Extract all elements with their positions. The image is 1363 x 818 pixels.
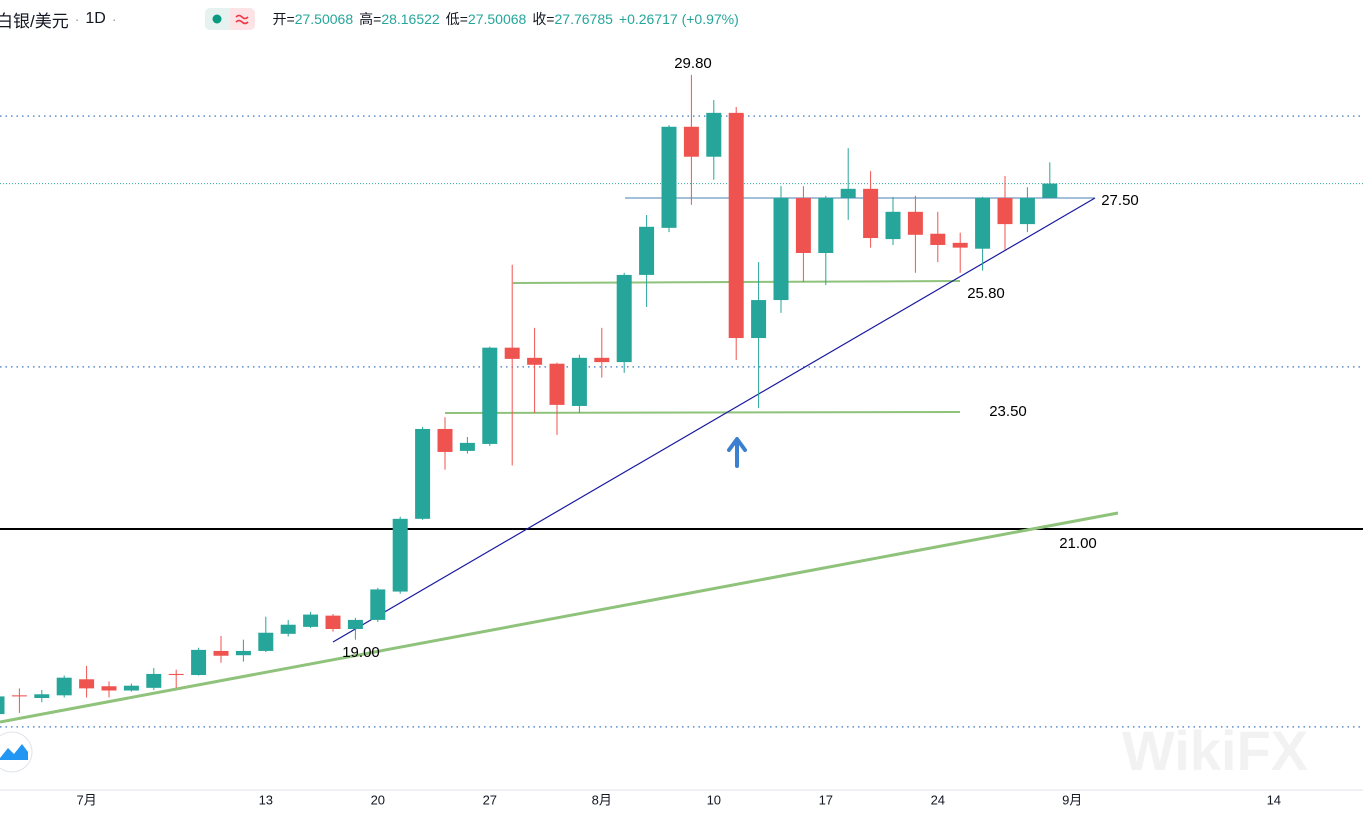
candle-body: [437, 428, 453, 452]
separator: ·: [111, 11, 117, 27]
candle-body: [571, 357, 587, 406]
candle-body: [594, 357, 610, 363]
candle-body: [347, 619, 363, 630]
candle-body: [101, 686, 117, 691]
x-tick-label: 20: [371, 792, 385, 807]
candle-body: [639, 226, 655, 275]
candle-body: [504, 347, 520, 359]
candle-body: [818, 197, 834, 253]
x-tick-label: 9月: [1062, 792, 1082, 807]
candle-body: [168, 673, 184, 676]
ohlc-key: 低=: [445, 11, 468, 27]
arrow: [727, 437, 747, 468]
candle-body: [11, 695, 27, 697]
trend-line: [332, 197, 1096, 643]
candle-body: [1042, 183, 1058, 198]
candle-body: [392, 518, 408, 592]
candle-body: [795, 197, 811, 253]
annotation: 23.50: [989, 403, 1027, 420]
candle-body: [549, 363, 565, 405]
candle-body: [527, 357, 543, 365]
candle-body: [325, 615, 341, 630]
candle-body: [728, 112, 744, 339]
candle-body: [840, 188, 856, 198]
trend-line: [0, 511, 1119, 724]
candle-body: [706, 112, 722, 157]
interval[interactable]: 1D: [85, 10, 106, 27]
x-tick-label: 17: [819, 792, 833, 807]
drawn-level-line: [444, 411, 961, 414]
indicator-toggle[interactable]: [229, 8, 255, 30]
x-tick-label: 13: [259, 792, 273, 807]
x-tick-label: 10: [707, 792, 721, 807]
ohlc-value: 28.16522: [381, 11, 440, 27]
annotation: 19.00: [342, 644, 380, 661]
status-buttons: [204, 8, 255, 30]
candle-body: [459, 442, 475, 451]
candle-body: [280, 624, 296, 634]
separator: ·: [74, 11, 80, 27]
annotation: 27.50: [1101, 192, 1139, 209]
candle-body: [235, 650, 251, 656]
change: +0.26717 (+0.97%): [618, 11, 739, 27]
ohlc-value: 27.76785: [554, 11, 613, 27]
annotation: 25.80: [967, 285, 1005, 302]
ohlc-key: 开=: [272, 11, 295, 27]
candle-body: [952, 242, 968, 248]
candle-body: [415, 428, 431, 519]
x-tick-label: 14: [1267, 792, 1281, 807]
candle-body: [0, 696, 5, 715]
candle-body: [885, 211, 901, 240]
x-tick-label: 27: [483, 792, 497, 807]
candle-body: [79, 679, 95, 689]
candle-body: [773, 197, 789, 301]
candle-body: [191, 649, 207, 676]
candle-body: [683, 126, 699, 157]
candle-body: [907, 211, 923, 235]
annotation: 21.00: [1059, 535, 1097, 552]
candle-body: [997, 197, 1013, 225]
legend-header: 白银/美元 · 1D · 开= 27.50068 高= 28.16522 低= 27.…: [0, 7, 745, 31]
candle-body: [616, 274, 632, 363]
candle-body: [975, 197, 991, 249]
x-tick-label: 8月: [592, 792, 612, 807]
symbol: 白银/美元: [0, 11, 69, 31]
candle-body: [751, 300, 767, 339]
candle-body: [213, 650, 229, 656]
ohlc-value: 27.50068: [467, 11, 527, 27]
logo-icon: [0, 731, 33, 773]
watermark: WikiFX: [1122, 719, 1308, 782]
candle-body: [482, 347, 498, 444]
candle-body: [930, 233, 946, 245]
candle-body: [123, 685, 139, 691]
candle-body: [370, 589, 386, 620]
candle-body: [661, 126, 677, 228]
x-tick-label: 7月: [76, 792, 96, 807]
candle-body: [56, 677, 72, 696]
ohlc-key: 收=: [532, 11, 555, 27]
candle-body: [146, 673, 162, 688]
candle-body: [34, 694, 50, 699]
market-status[interactable]: [204, 8, 230, 30]
candle-body: [303, 614, 319, 627]
candle-body: [863, 188, 879, 239]
ohlc-value: 27.50068: [294, 11, 354, 27]
candle-body: [1019, 197, 1035, 225]
ohlc-key: 高=: [359, 11, 382, 27]
annotation: 29.80: [674, 55, 712, 72]
x-tick-label: 24: [931, 792, 945, 807]
candle-body: [258, 632, 274, 651]
